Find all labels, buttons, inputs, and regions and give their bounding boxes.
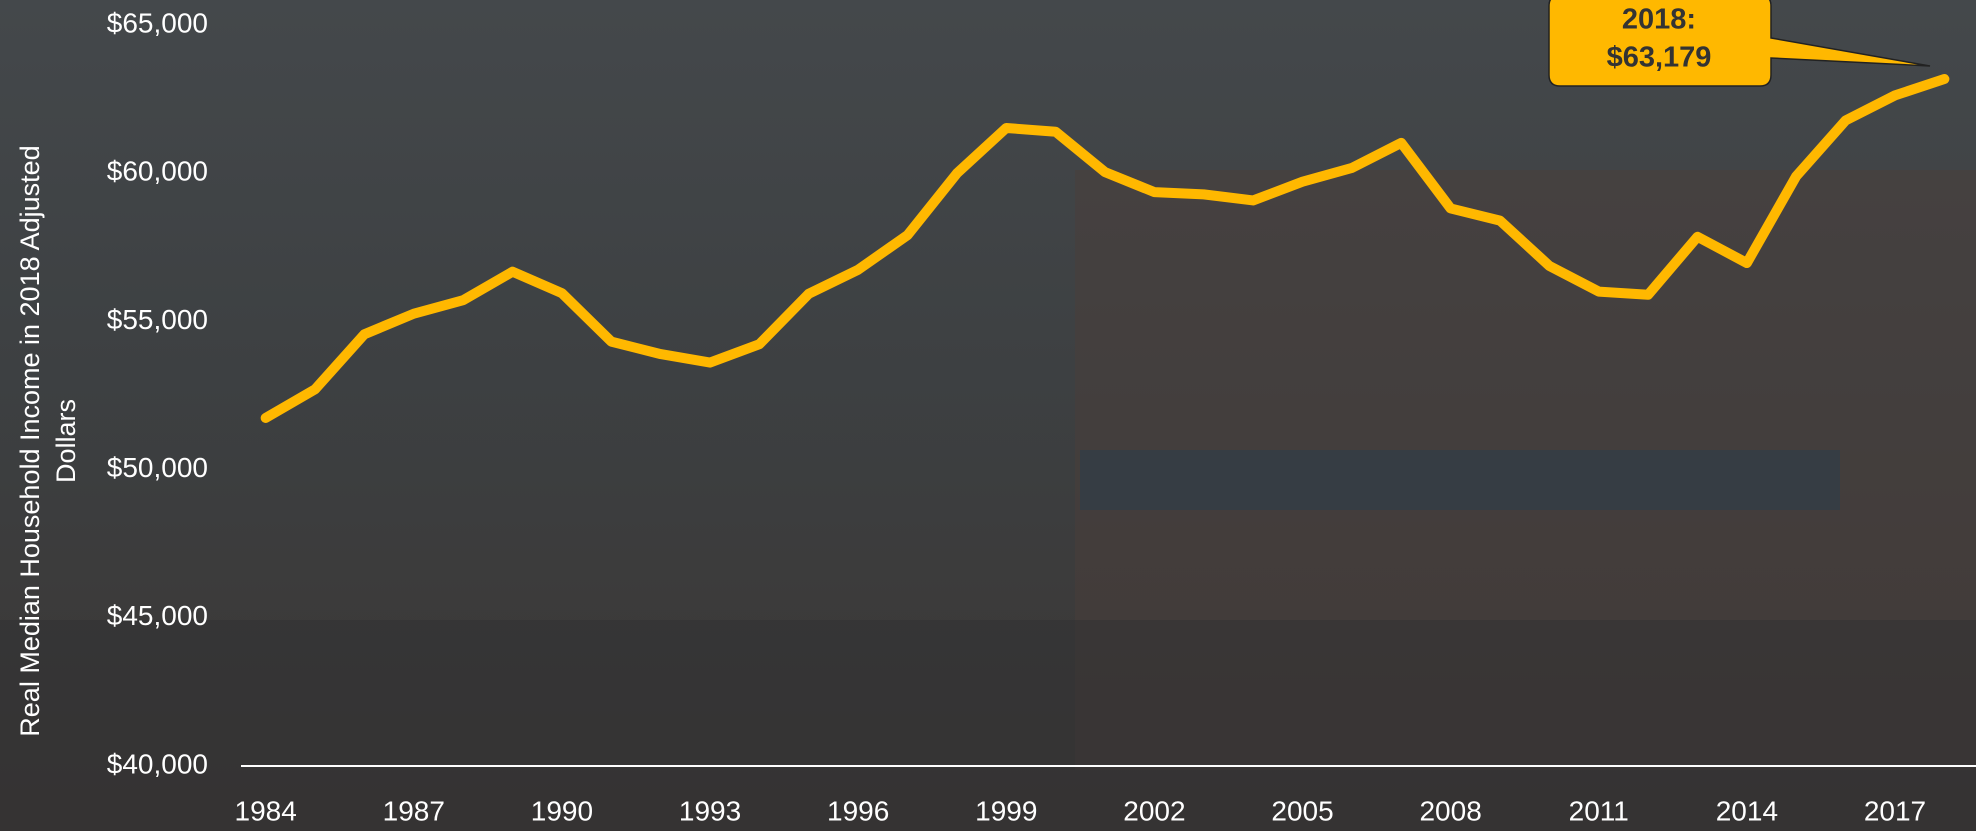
callout-text: 2018: xyxy=(1622,4,1696,36)
callout-text: $63,179 xyxy=(1607,42,1712,74)
background-awning xyxy=(1080,450,1840,510)
x-tick-label: 1987 xyxy=(383,795,445,826)
y-tick-label: $55,000 xyxy=(107,304,208,335)
y-tick-label: $50,000 xyxy=(107,452,208,483)
callout: 2018: $63,179 xyxy=(1549,0,1930,86)
y-tick-label: $60,000 xyxy=(107,156,208,187)
x-tick-label: 1996 xyxy=(827,795,889,826)
y-tick-label: $45,000 xyxy=(107,600,208,631)
y-axis-label: Real Median Household Income in 2018 Adj… xyxy=(12,141,84,741)
chart: $40,000 $45,000 $50,000 $55,000 $60,000 $65,0… xyxy=(0,0,1976,831)
x-tick-label: 1984 xyxy=(235,795,297,826)
chart-page: $40,000 $45,000 $50,000 $55,000 $60,000 $65,0… xyxy=(0,0,1976,831)
x-tick-label: 1999 xyxy=(975,795,1037,826)
x-tick-label: 2008 xyxy=(1419,795,1481,826)
x-tick-label: 1993 xyxy=(679,795,741,826)
x-tick-label: 2005 xyxy=(1271,795,1333,826)
x-tick-label: 1990 xyxy=(531,795,593,826)
x-tick-label: 2017 xyxy=(1864,795,1926,826)
y-tick-label: $40,000 xyxy=(107,748,208,779)
x-tick-label: 2002 xyxy=(1123,795,1185,826)
x-tick-label: 2014 xyxy=(1716,795,1778,826)
y-tick-label: $65,000 xyxy=(107,7,208,38)
x-tick-label: 2011 xyxy=(1569,795,1629,826)
